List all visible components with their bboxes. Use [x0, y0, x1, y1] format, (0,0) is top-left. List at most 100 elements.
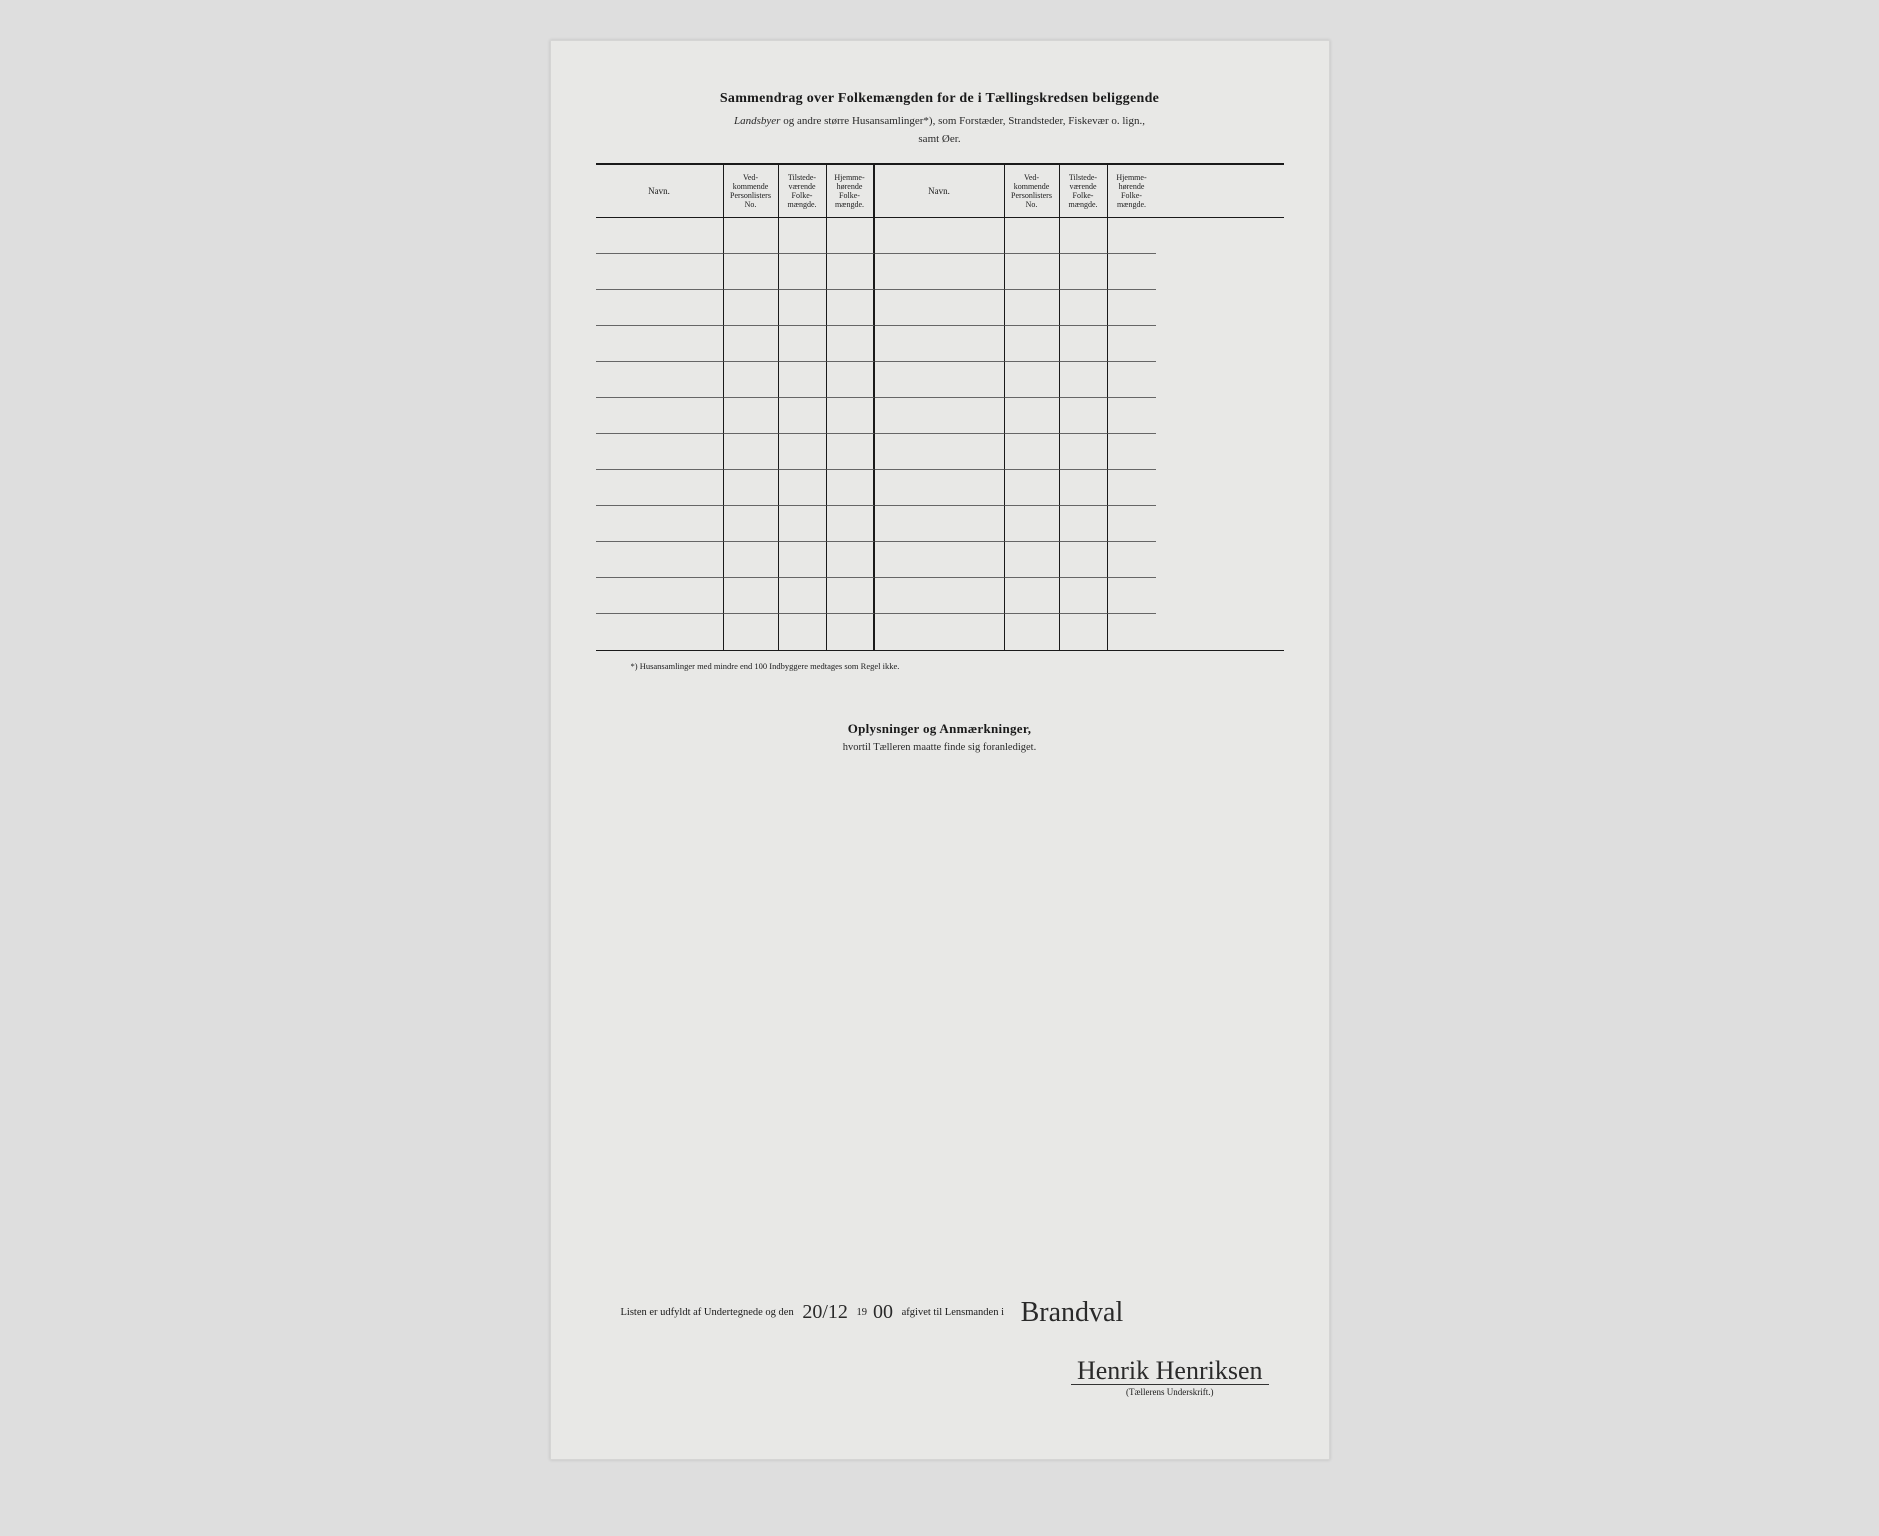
- table-cell: [875, 254, 1005, 290]
- table-row: [596, 326, 1284, 362]
- table-cell: [1108, 362, 1156, 398]
- title-block: Sammendrag over Folkemængden for de i Tæ…: [596, 91, 1284, 145]
- table-cell: [724, 398, 779, 434]
- col-no-right: Ved- kommende Personlisters No.: [1005, 165, 1060, 218]
- title-end: samt Øer.: [596, 133, 1284, 145]
- table-cell: [779, 398, 827, 434]
- table-cell: [724, 326, 779, 362]
- table-cell: [827, 506, 875, 542]
- table-cell: [1060, 326, 1108, 362]
- table-row: [596, 254, 1284, 290]
- table-cell: [724, 362, 779, 398]
- table-cell: [596, 290, 724, 326]
- table-cell: [1060, 254, 1108, 290]
- col-tilstede-right: Tilstede- værende Folke- mængde.: [1060, 165, 1108, 218]
- table-cell: [1108, 578, 1156, 614]
- date-prefix: Listen er udfyldt af Undertegnede og den: [621, 1307, 794, 1318]
- table-cell: [596, 398, 724, 434]
- table-cell: [724, 434, 779, 470]
- table-cell: [1005, 614, 1060, 650]
- table-cell: [596, 614, 724, 650]
- date-line: Listen er udfyldt af Undertegnede og den…: [621, 1297, 1269, 1329]
- table-cell: [875, 578, 1005, 614]
- table-cell: [1108, 398, 1156, 434]
- table-cell: [827, 362, 875, 398]
- table-cell: [1005, 398, 1060, 434]
- summary-table: Navn. Ved- kommende Personlisters No. Ti…: [596, 163, 1284, 652]
- table-row: [596, 542, 1284, 578]
- table-cell: [1005, 362, 1060, 398]
- document-page: Sammendrag over Folkemængden for de i Tæ…: [550, 40, 1330, 1460]
- signature-block: Henrik Henriksen (Tællerens Underskrift.…: [1071, 1358, 1269, 1397]
- table-row: [596, 506, 1284, 542]
- title-subtitle: Landsbyer og andre større Husansamlinger…: [596, 113, 1284, 130]
- table-cell: [596, 254, 724, 290]
- table-row: [596, 398, 1284, 434]
- table-cell: [1108, 434, 1156, 470]
- col-hjemme-right: Hjemme- hørende Folke- mængde.: [1108, 165, 1156, 218]
- title-sub-norm: og andre større Husansamlinger*), som Fo…: [780, 115, 1145, 127]
- table-cell: [1108, 290, 1156, 326]
- table-cell: [596, 506, 724, 542]
- table-header-row: Navn. Ved- kommende Personlisters No. Ti…: [596, 165, 1284, 219]
- table-cell: [724, 578, 779, 614]
- table-body: [596, 218, 1284, 650]
- table-cell: [1005, 434, 1060, 470]
- table-cell: [875, 470, 1005, 506]
- table-cell: [827, 326, 875, 362]
- table-cell: [875, 218, 1005, 254]
- notes-title: Oplysninger og Anmærkninger,: [596, 721, 1284, 737]
- table-cell: [779, 290, 827, 326]
- table-row: [596, 434, 1284, 470]
- table-row: [596, 290, 1284, 326]
- table-cell: [875, 506, 1005, 542]
- table-cell: [724, 470, 779, 506]
- table-cell: [1060, 434, 1108, 470]
- table-row: [596, 362, 1284, 398]
- table-cell: [1005, 470, 1060, 506]
- table-cell: [724, 254, 779, 290]
- table-cell: [596, 434, 724, 470]
- table-cell: [1005, 578, 1060, 614]
- col-navn-right: Navn.: [875, 165, 1005, 218]
- table-row: [596, 218, 1284, 254]
- table-cell: [1005, 290, 1060, 326]
- table-cell: [1060, 506, 1108, 542]
- notes-sub: hvortil Tælleren maatte finde sig foranl…: [596, 742, 1284, 753]
- table-cell: [827, 470, 875, 506]
- table-cell: [1005, 254, 1060, 290]
- table-cell: [596, 578, 724, 614]
- table-cell: [724, 542, 779, 578]
- table-row: [596, 470, 1284, 506]
- table-cell: [1108, 614, 1156, 650]
- table-cell: [779, 614, 827, 650]
- table-cell: [1108, 470, 1156, 506]
- footnote: *) Husansamlinger med mindre end 100 Ind…: [631, 661, 1284, 671]
- table-cell: [827, 254, 875, 290]
- table-cell: [724, 506, 779, 542]
- table-cell: [1005, 542, 1060, 578]
- table-cell: [827, 434, 875, 470]
- table-cell: [827, 290, 875, 326]
- table-cell: [724, 218, 779, 254]
- table-cell: [1108, 506, 1156, 542]
- table-cell: [596, 470, 724, 506]
- table-cell: [827, 398, 875, 434]
- table-cell: [596, 326, 724, 362]
- table-cell: [1108, 326, 1156, 362]
- title-sub-italic: Landsbyer: [734, 115, 780, 127]
- col-tilstede-left: Tilstede- værende Folke- mængde.: [779, 165, 827, 218]
- table-cell: [724, 290, 779, 326]
- table-cell: [1060, 470, 1108, 506]
- table-row: [596, 614, 1284, 650]
- table-cell: [1005, 218, 1060, 254]
- table-cell: [1060, 578, 1108, 614]
- year-prefix: 19: [857, 1307, 868, 1318]
- table-cell: [779, 218, 827, 254]
- table-cell: [779, 254, 827, 290]
- table-cell: [875, 326, 1005, 362]
- table-cell: [1005, 506, 1060, 542]
- table-cell: [827, 542, 875, 578]
- table-cell: [875, 398, 1005, 434]
- handwritten-date: 20/12: [802, 1301, 848, 1323]
